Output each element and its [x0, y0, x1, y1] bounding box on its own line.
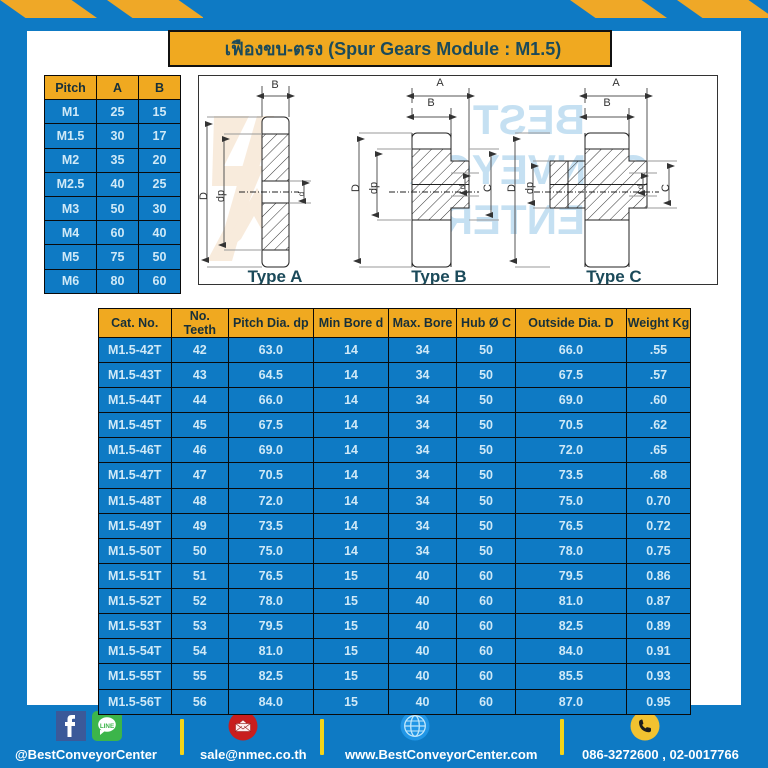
- svg-text:d: d: [297, 192, 306, 196]
- svg-text:A: A: [436, 77, 444, 89]
- svg-text:B: B: [271, 79, 278, 91]
- svg-text:d: d: [458, 185, 467, 189]
- svg-text:C: C: [660, 184, 672, 192]
- svg-text:D: D: [199, 192, 210, 200]
- svg-text:BEST: BEST: [473, 96, 585, 143]
- svg-text:B: B: [603, 97, 610, 109]
- svg-text:D: D: [350, 184, 362, 192]
- svg-text:Type B: Type B: [411, 267, 466, 285]
- svg-text:C: C: [482, 184, 494, 192]
- svg-text:dp: dp: [524, 182, 536, 194]
- svg-text:d: d: [636, 185, 645, 189]
- svg-text:B: B: [427, 97, 434, 109]
- svg-text:Type A: Type A: [248, 267, 303, 285]
- svg-text:dp: dp: [215, 190, 227, 202]
- svg-text:D: D: [506, 184, 518, 192]
- svg-text:dp: dp: [368, 182, 380, 194]
- svg-text:LINE: LINE: [100, 723, 114, 730]
- svg-text:A: A: [612, 77, 620, 89]
- svg-text:Type C: Type C: [586, 267, 641, 285]
